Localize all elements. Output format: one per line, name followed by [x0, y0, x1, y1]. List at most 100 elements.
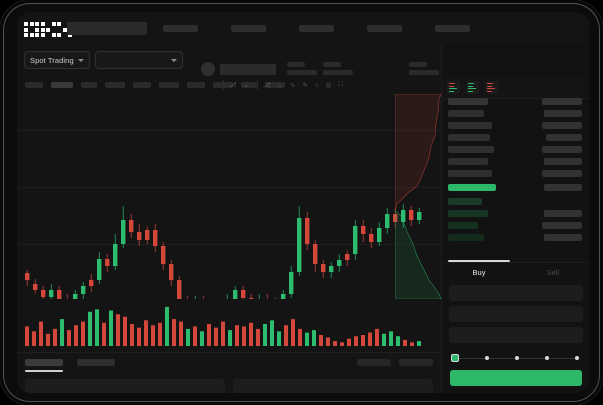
orderbook-ask-row[interactable]	[442, 110, 589, 119]
pair-name-label	[220, 64, 276, 75]
last-price-amount	[544, 184, 582, 191]
nav-item-1[interactable]	[231, 25, 266, 32]
side-tab-underline	[448, 260, 510, 262]
orders-action-0[interactable]	[357, 359, 391, 366]
trading-mode-label: Spot Trading	[30, 55, 74, 65]
slider-step-25[interactable]	[485, 355, 489, 360]
compare-dropdown-icon[interactable]: ⌄	[277, 82, 283, 89]
chevron-down-icon	[78, 58, 84, 62]
fullscreen-icon[interactable]: ⛶	[338, 81, 344, 88]
orderbook-asks-icon[interactable]	[485, 81, 498, 94]
active-tab-underline	[25, 370, 63, 372]
ticker-stat-value	[409, 70, 439, 75]
timeframe-0[interactable]	[25, 82, 43, 88]
order-side-tabs: Buy Sell	[442, 262, 589, 285]
orderbook-last-price	[442, 184, 589, 193]
slider-step-50b[interactable]	[515, 355, 519, 360]
tab-sell[interactable]: Sell	[546, 268, 560, 277]
indicator-icon[interactable]: ⎇	[229, 82, 237, 89]
orderbook-both-icon[interactable]	[447, 81, 460, 94]
indicator-dropdown-icon[interactable]: ⌄	[243, 82, 249, 89]
orderbook-bid-row[interactable]	[442, 198, 589, 207]
search-input[interactable]	[67, 22, 147, 35]
orderbook-ask-row[interactable]	[442, 170, 589, 179]
orderbook-ask-row[interactable]	[442, 134, 589, 143]
orders-panel-left[interactable]	[25, 379, 225, 393]
nav-item-3[interactable]	[367, 25, 402, 32]
ticker-stat-label	[287, 62, 305, 67]
chart-gridline	[17, 187, 441, 188]
ask-amount	[542, 122, 582, 129]
slider-handle[interactable]	[451, 354, 459, 362]
order-field-0[interactable]	[449, 285, 583, 301]
nav-item-0[interactable]	[163, 25, 198, 32]
pencil-icon[interactable]: ✎	[302, 82, 308, 89]
ask-amount	[542, 170, 582, 177]
order-field-1[interactable]	[449, 306, 583, 322]
volume-series	[25, 306, 421, 346]
timeframe-2[interactable]	[81, 82, 97, 88]
slider-step-100[interactable]	[575, 355, 579, 360]
orderbook-list[interactable]	[442, 98, 589, 258]
orderbook-view-modes	[447, 81, 498, 94]
bid-amount	[542, 222, 582, 229]
ask-price	[448, 110, 484, 117]
ticker-stat-0	[287, 62, 317, 75]
orders-action-1[interactable]	[399, 359, 433, 366]
ask-price	[448, 146, 494, 153]
submit-order-button[interactable]	[450, 370, 582, 386]
order-field-2[interactable]	[449, 327, 583, 343]
ask-price	[448, 170, 492, 177]
chart-toolbar: ⎇ ⌄ ⎇ ⌄ ∿ ✎ ⌂ ◎ ⛶	[17, 76, 441, 95]
candlestick-series	[25, 204, 422, 299]
orderbook-ask-row[interactable]	[442, 146, 589, 155]
line-chart-icon[interactable]: ∿	[289, 82, 296, 89]
tab-buy[interactable]: Buy	[472, 268, 486, 277]
timeframe-8[interactable]	[241, 82, 257, 88]
amount-slider[interactable]	[451, 353, 581, 363]
last-price-highlight	[448, 184, 496, 191]
orderbook-bid-row[interactable]	[442, 222, 589, 231]
okx-logo-glyph	[24, 22, 39, 37]
tab-open-orders[interactable]	[25, 359, 63, 366]
ask-price	[448, 122, 492, 129]
orders-actions	[357, 359, 433, 366]
orderbook-ask-row[interactable]	[442, 122, 589, 131]
bid-amount	[544, 234, 582, 241]
orderbook-bids-icon[interactable]	[466, 81, 479, 94]
orderbook-bid-row[interactable]	[442, 210, 589, 219]
orders-panel-right[interactable]	[233, 379, 433, 393]
compare-icon[interactable]: ⎇	[263, 82, 271, 89]
timeframe-5[interactable]	[159, 82, 179, 88]
ticker-stat-value	[323, 70, 353, 75]
orderbook-ask-row[interactable]	[442, 158, 589, 167]
price-chart[interactable]	[17, 94, 441, 352]
ticker-stat-label	[409, 62, 427, 67]
timeframe-6[interactable]	[187, 82, 205, 88]
ticker-stat-label	[323, 62, 341, 67]
bid-amount	[544, 210, 582, 217]
orderbook-header	[442, 76, 589, 99]
col-header-price	[448, 98, 488, 105]
timeframe-9[interactable]	[265, 82, 285, 88]
orders-panel	[17, 352, 441, 393]
orderbook-bid-row[interactable]	[442, 234, 589, 243]
okx-logo[interactable]	[24, 22, 72, 37]
timeframe-4[interactable]	[133, 82, 151, 88]
ask-amount	[544, 158, 582, 165]
trading-mode-selector[interactable]: Spot Trading	[24, 51, 90, 69]
timeframe-3[interactable]	[105, 82, 125, 88]
nav-item-4[interactable]	[435, 25, 470, 32]
app-screen: Spot Trading	[17, 12, 589, 393]
timeframe-1[interactable]	[51, 82, 73, 88]
tab-order-history[interactable]	[77, 359, 115, 366]
settings-icon[interactable]: ◎	[325, 82, 332, 89]
bid-price	[448, 222, 478, 229]
alert-icon[interactable]: ⌂	[314, 81, 319, 89]
pair-selector[interactable]	[95, 51, 183, 69]
slider-step-75[interactable]	[545, 355, 549, 360]
trade-sidebar: Buy Sell	[441, 44, 589, 393]
nav-item-2[interactable]	[299, 25, 334, 32]
ask-amount	[542, 146, 582, 153]
